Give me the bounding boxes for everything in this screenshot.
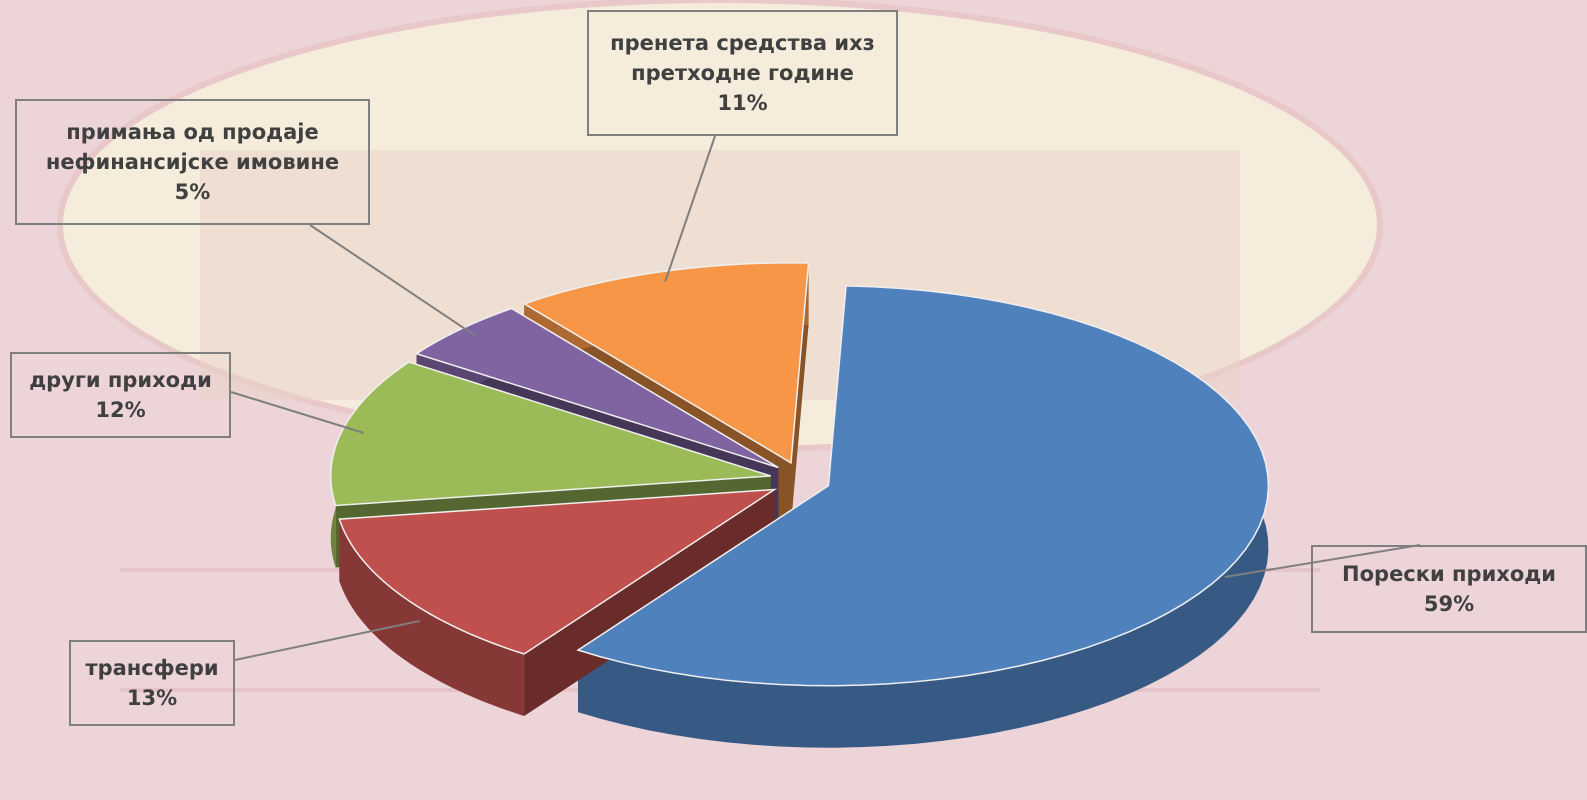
leader-line: [309, 224, 477, 338]
label-category: примања од продаје нефинансијске имовине: [45, 120, 340, 174]
label-category: трансфери: [85, 656, 219, 680]
data-label: други приходи 12%: [10, 352, 231, 438]
slice-radial-side: [790, 262, 809, 525]
slice: [330, 361, 772, 507]
leader-line: [234, 619, 420, 661]
label-category: Порески приходи: [1342, 562, 1556, 586]
data-label: примања од продаје нефинансијске имовине…: [15, 99, 370, 225]
label-value: 5%: [174, 180, 211, 204]
slice-outer-side: [578, 285, 1269, 748]
slice-outer-side: [339, 519, 525, 716]
label-category: други приходи: [29, 368, 212, 392]
leader-line: [664, 135, 716, 282]
label-value: 59%: [1423, 592, 1475, 616]
leader-lines: [230, 135, 1421, 661]
slice: [576, 285, 1270, 687]
slice: [338, 488, 778, 655]
data-label: пренета средства ихз претходне године 11%: [587, 10, 898, 136]
slice-tops: [330, 262, 1270, 687]
data-label: Порески приходи 59%: [1311, 545, 1587, 633]
label-value: 13%: [126, 686, 178, 710]
label-value: 12%: [95, 398, 146, 422]
slice: [414, 307, 779, 469]
data-label: трансфери 13%: [69, 640, 235, 726]
slice: [522, 262, 810, 465]
label-value: 11%: [717, 91, 768, 115]
leader-line: [1224, 544, 1421, 578]
label-category: пренета средства ихз претходне године: [610, 31, 875, 85]
leader-line: [230, 391, 364, 434]
